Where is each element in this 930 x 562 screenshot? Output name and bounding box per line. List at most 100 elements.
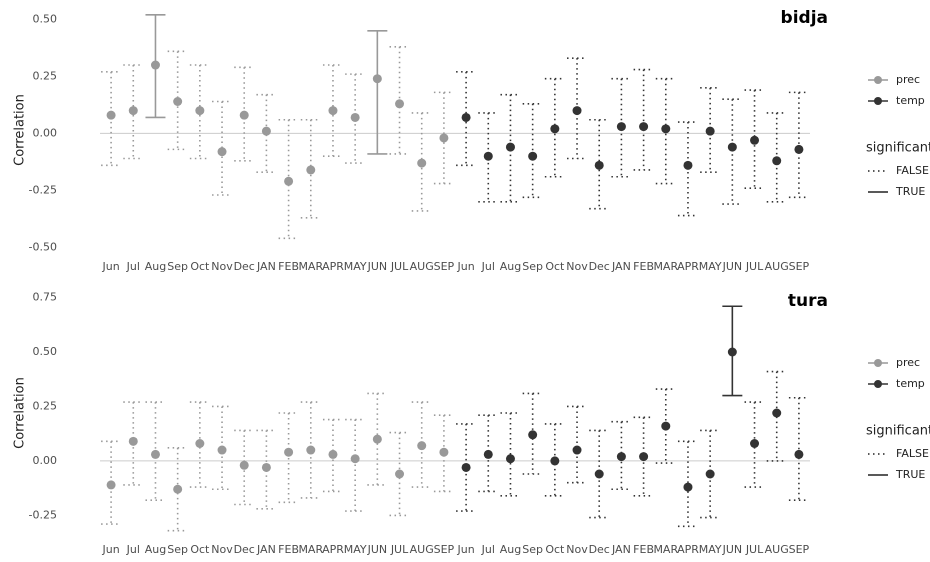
legend-label: prec — [896, 356, 920, 369]
point — [128, 106, 138, 116]
point — [217, 147, 227, 157]
x-tick-label: Sep — [167, 260, 188, 273]
point — [594, 160, 604, 170]
y-tick-label: 0.25 — [33, 69, 58, 82]
point — [683, 160, 693, 170]
legend-label: TRUE — [895, 185, 925, 198]
point — [217, 445, 227, 455]
x-tick-label: FEB — [633, 543, 654, 556]
legend-title: significant — [866, 141, 930, 156]
point — [306, 445, 316, 455]
point — [505, 142, 515, 152]
y-tick-label: -0.50 — [29, 240, 57, 253]
x-tick-label: JAN — [611, 543, 631, 556]
point — [106, 480, 116, 490]
y-tick-label: 0.00 — [33, 126, 58, 139]
x-tick-label: JAN — [611, 260, 631, 273]
point — [417, 158, 427, 168]
x-tick-label: MAR — [298, 260, 323, 273]
x-tick-label: Aug — [145, 543, 166, 556]
x-tick-label: MAY — [344, 543, 367, 556]
x-tick-label: Dec — [589, 260, 610, 273]
x-tick-label: Aug — [145, 260, 166, 273]
x-tick-label: MAY — [344, 260, 367, 273]
y-axis-label: Correlation — [13, 94, 28, 166]
x-tick-label: AUG — [410, 543, 434, 556]
y-tick-label: -0.25 — [29, 508, 57, 521]
point — [572, 106, 582, 116]
x-tick-label: JUN — [367, 543, 388, 556]
point — [550, 456, 560, 466]
point — [683, 482, 693, 492]
x-tick-label: Jun — [457, 260, 475, 273]
point — [173, 96, 183, 106]
point — [750, 439, 760, 448]
legend-key-point — [874, 76, 882, 84]
y-axis-label: Correlation — [13, 377, 28, 449]
point — [261, 126, 271, 136]
x-tick-label: APR — [322, 260, 344, 273]
point — [350, 112, 360, 122]
point — [328, 449, 338, 459]
legend-label: temp — [896, 377, 925, 390]
panel-title: tura — [788, 291, 828, 311]
point — [150, 60, 160, 70]
point — [639, 452, 649, 462]
point — [594, 469, 604, 479]
point — [661, 124, 671, 134]
y-tick-label: -0.25 — [29, 183, 57, 196]
x-tick-label: Nov — [211, 260, 233, 273]
point — [395, 469, 405, 479]
x-tick-label: Oct — [190, 543, 210, 556]
legend-key-point — [874, 359, 882, 367]
point — [616, 122, 626, 132]
x-tick-label: Dec — [234, 260, 255, 273]
point — [661, 421, 671, 431]
x-tick-label: Jun — [457, 543, 475, 556]
x-tick-label: JUN — [367, 260, 388, 273]
x-tick-label: APR — [677, 543, 699, 556]
x-tick-label: FEB — [633, 260, 654, 273]
x-tick-label: SEP — [789, 543, 810, 556]
x-tick-label: Aug — [500, 260, 521, 273]
x-tick-label: JUL — [745, 543, 764, 556]
point — [395, 99, 405, 109]
x-tick-label: Nov — [566, 543, 588, 556]
point — [772, 156, 782, 166]
legend-label: FALSE — [896, 447, 929, 460]
x-tick-label: Dec — [234, 543, 255, 556]
point — [483, 449, 493, 459]
point — [350, 454, 360, 464]
y-tick-label: 0.50 — [33, 345, 58, 358]
x-tick-label: Jul — [481, 543, 495, 556]
x-tick-label: Jul — [126, 260, 140, 273]
x-tick-label: Jun — [102, 543, 120, 556]
legend-label: temp — [896, 94, 925, 107]
x-tick-label: SEP — [434, 260, 455, 273]
x-tick-label: SEP — [434, 543, 455, 556]
point — [261, 462, 271, 472]
point — [750, 135, 760, 145]
x-tick-label: Jun — [102, 260, 120, 273]
point — [439, 133, 449, 143]
x-tick-label: MAY — [699, 543, 722, 556]
point — [572, 445, 582, 455]
point — [528, 430, 538, 440]
x-tick-label: JUL — [390, 260, 409, 273]
legend-label: prec — [896, 73, 920, 86]
x-tick-label: MAR — [298, 543, 323, 556]
x-tick-label: MAR — [653, 543, 678, 556]
point — [150, 449, 160, 459]
x-tick-label: JUN — [722, 260, 743, 273]
x-tick-label: AUG — [410, 260, 434, 273]
point — [195, 439, 205, 448]
legend-label: FALSE — [896, 164, 929, 177]
x-tick-label: AUG — [765, 543, 789, 556]
point — [372, 434, 382, 444]
point — [727, 347, 737, 357]
point — [328, 106, 338, 116]
x-tick-label: Sep — [522, 260, 543, 273]
point — [528, 151, 538, 161]
point — [173, 484, 183, 494]
point — [239, 110, 249, 120]
